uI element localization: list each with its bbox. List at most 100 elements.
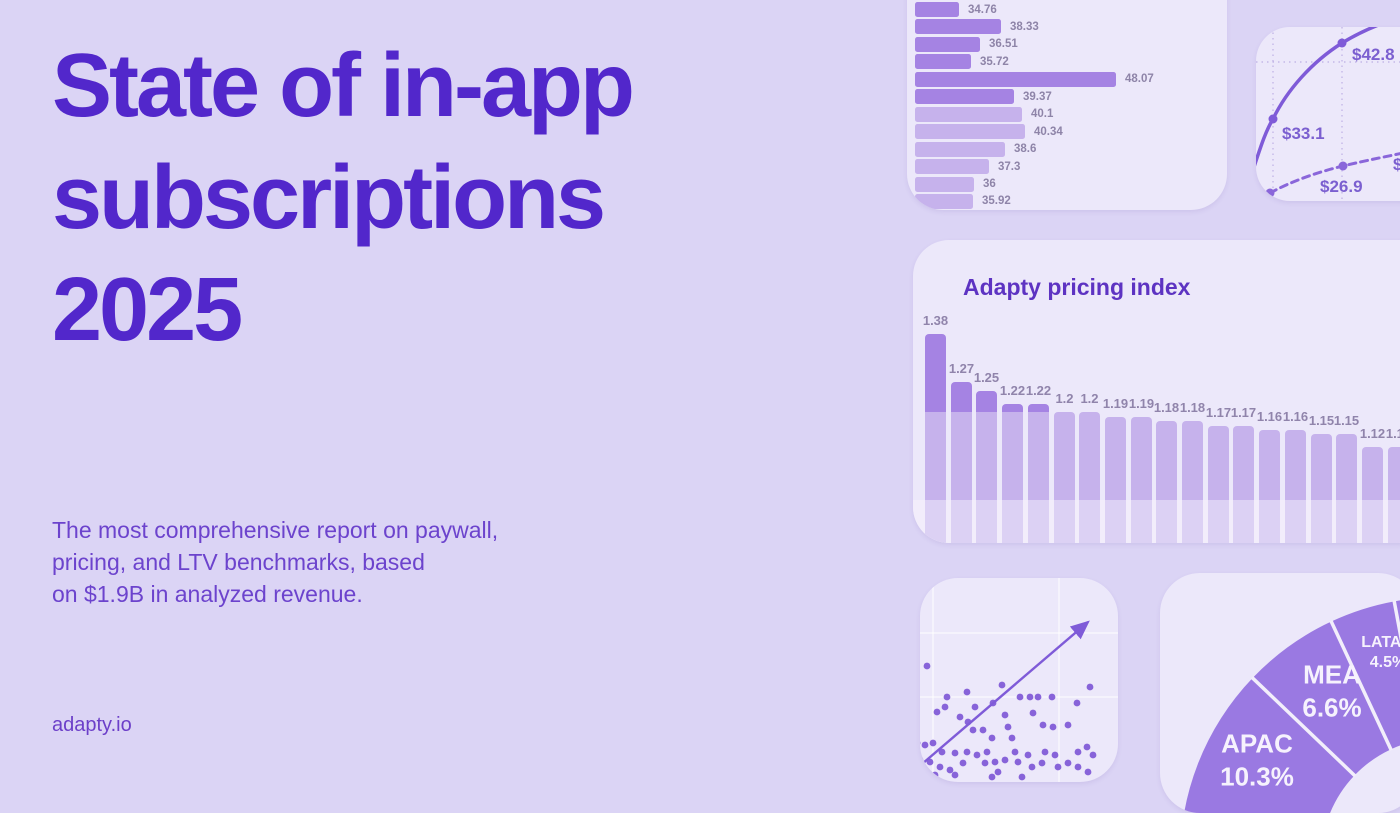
pricing-bar-body [1002, 412, 1023, 500]
hbar-bar [915, 124, 1025, 139]
donut-region-pct: 4.5% [1361, 653, 1400, 673]
scatter-point [934, 709, 941, 716]
pricing-bar-below-baseline [1259, 500, 1280, 543]
scatter-point [1085, 769, 1092, 776]
subtitle-line-2: pricing, and LTV benchmarks, based [52, 549, 425, 575]
donut-region-pct: 6.6% [1302, 691, 1361, 724]
hbar-bar [915, 37, 980, 52]
scatter-point [1029, 764, 1036, 771]
pricing-bar-body [1362, 447, 1383, 500]
title-line-1: State of in-app [52, 36, 632, 136]
trend-arrow [922, 622, 1088, 764]
scatter-point [1075, 764, 1082, 771]
scatter-point [972, 704, 979, 711]
pricing-bar-below-baseline [1156, 500, 1177, 543]
pricing-bar-body [951, 412, 972, 500]
scatter-point [1084, 744, 1091, 751]
page-title: State of in-app subscriptions 2025 [52, 30, 632, 366]
pricing-bar-body [1259, 430, 1280, 500]
line-point-label: $33.1 [1282, 124, 1325, 144]
scatter-point [1035, 694, 1042, 701]
donut-region-pct: 10.3% [1220, 760, 1294, 793]
hbar-bar [915, 19, 1001, 34]
hbar-value-label: 37.3 [998, 161, 1020, 173]
scatter-point [922, 742, 929, 749]
scatter-point [924, 663, 931, 670]
pricing-bar-body [976, 412, 997, 500]
pricing-bar-below-baseline [1311, 500, 1332, 543]
title-line-3: 2025 [52, 260, 240, 360]
pricing-bar-below-baseline [951, 500, 972, 543]
scatter-point [1012, 749, 1019, 756]
hbar-value-label: 36 [983, 178, 996, 190]
scatter-point [970, 727, 977, 734]
scatter-point [1019, 774, 1026, 781]
donut-slice-label: LATAM4.5% [1361, 633, 1400, 673]
scatter-point [989, 774, 996, 781]
hbar-bar [915, 2, 959, 17]
subtitle-line-1: The most comprehensive report on paywall… [52, 517, 498, 543]
scatter-point [1075, 749, 1082, 756]
pricing-bar-body [1182, 421, 1203, 500]
scatter-point [989, 735, 996, 742]
hbar-bar [915, 177, 974, 192]
title-line-2: subscriptions [52, 148, 603, 248]
pricing-bar-body [1156, 421, 1177, 500]
hbar-bar [915, 89, 1014, 104]
hbar-bar [915, 54, 971, 69]
hbar-bar [915, 159, 989, 174]
scatter-point [982, 760, 989, 767]
pricing-bar-body [1028, 412, 1049, 500]
scatter-point [942, 704, 949, 711]
pricing-bar-below-baseline [1388, 500, 1400, 543]
hbar-value-label: 40.1 [1031, 108, 1053, 120]
pricing-bar-body [1079, 412, 1100, 500]
card-ltv-line-chart: $33.1$42.8$26.9$ [1256, 27, 1400, 201]
pricing-bar-below-baseline [925, 500, 946, 543]
scatter-point [1065, 760, 1072, 767]
hbar-value-label: 34.76 [968, 4, 997, 16]
pricing-bar-below-baseline [976, 500, 997, 543]
hbar-value-label: 48.07 [1125, 73, 1154, 85]
scatter-point [1027, 694, 1034, 701]
pricing-bar-body [1105, 417, 1126, 500]
scatter-point [974, 752, 981, 759]
donut-region-name: APAC [1220, 728, 1294, 761]
pricing-bar-below-baseline [1028, 500, 1049, 543]
line-point-label: $42.8 [1352, 45, 1395, 65]
pricing-bar-body [1054, 412, 1075, 500]
pricing-bar-below-baseline [1002, 500, 1023, 543]
hbar-value-label: 36.51 [989, 38, 1018, 50]
pricing-bar-below-baseline [1105, 500, 1126, 543]
scatter-point [1002, 757, 1009, 764]
pricing-bar-body [925, 412, 946, 500]
scatter-point [984, 749, 991, 756]
donut-region-name: MEA [1302, 659, 1361, 692]
solid-curve-point [1338, 39, 1347, 48]
pricing-bar-below-baseline [1362, 500, 1383, 543]
scatter-point [1055, 764, 1062, 771]
pricing-bar-below-baseline [1285, 500, 1306, 543]
hbar-bar [915, 142, 1005, 157]
scatter-point [1030, 710, 1037, 717]
scatter-point [1017, 694, 1024, 701]
scatter-point [980, 727, 987, 734]
hbar-value-label: 38.33 [1010, 21, 1039, 33]
pricing-bar-body [1336, 434, 1357, 500]
pricing-bar-body [1131, 417, 1152, 500]
pricing-bar-body [1208, 426, 1229, 500]
hbar-bar [915, 194, 973, 209]
scatter-point [1090, 752, 1097, 759]
scatter-point [1042, 749, 1049, 756]
scatter-point [957, 714, 964, 721]
scatter-point [1050, 724, 1057, 731]
scatter-point [964, 749, 971, 756]
pricing-bar-body [1285, 430, 1306, 500]
hbar-value-label: 35.72 [980, 56, 1009, 68]
pricing-bar-below-baseline [1054, 500, 1075, 543]
hbar-value-label: 39.37 [1023, 91, 1052, 103]
hbar-bar [915, 107, 1022, 122]
